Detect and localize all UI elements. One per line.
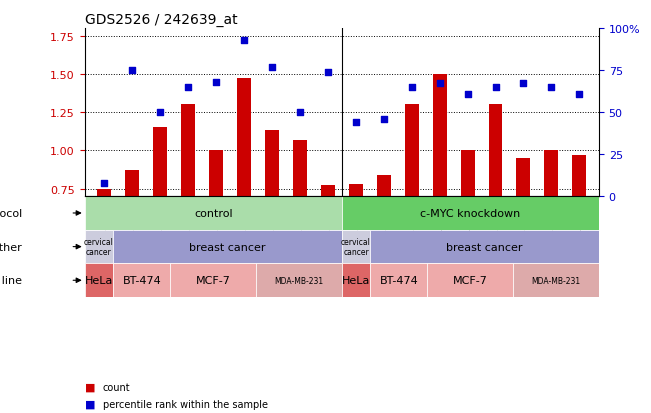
Text: ■: ■ (85, 382, 95, 392)
Text: percentile rank within the sample: percentile rank within the sample (103, 399, 268, 408)
Point (490, 84, 501, 91)
Bar (342, 230, 370, 264)
Bar (342, 197, 599, 230)
Text: c-MYC knockdown: c-MYC knockdown (421, 209, 520, 218)
Point (239, 37, 249, 44)
Bar (488, 105, 503, 197)
Bar (125, 171, 139, 197)
Bar (516, 159, 531, 197)
Text: count: count (103, 382, 130, 392)
Point (267, 64, 277, 71)
Point (127, 68, 137, 74)
Point (462, 91, 473, 97)
Text: cell line: cell line (0, 275, 21, 285)
Bar (460, 151, 475, 197)
Bar (237, 79, 251, 197)
Text: control: control (194, 209, 232, 218)
Text: MDA-MB-231: MDA-MB-231 (274, 276, 324, 285)
Bar (113, 264, 171, 297)
Text: breast cancer: breast cancer (447, 242, 523, 252)
Bar (153, 128, 167, 197)
Point (155, 109, 165, 116)
Bar (405, 105, 419, 197)
Bar (256, 264, 342, 297)
Bar (181, 105, 195, 197)
Text: other: other (0, 242, 21, 252)
Bar (85, 264, 113, 297)
Text: cervical
cancer: cervical cancer (341, 237, 371, 257)
Bar (428, 264, 513, 297)
Text: MCF-7: MCF-7 (453, 275, 488, 285)
Point (295, 109, 305, 116)
Bar (513, 264, 599, 297)
Bar (433, 75, 447, 197)
Text: HeLa: HeLa (85, 275, 113, 285)
Text: breast cancer: breast cancer (189, 242, 266, 252)
Bar (572, 156, 587, 197)
Point (518, 81, 529, 88)
Text: cervical
cancer: cervical cancer (84, 237, 114, 257)
Bar (370, 264, 428, 297)
Text: MCF-7: MCF-7 (196, 275, 230, 285)
Point (99, 180, 109, 187)
Bar (85, 230, 113, 264)
Bar (113, 230, 342, 264)
Text: BT-474: BT-474 (380, 275, 419, 285)
Bar (377, 176, 391, 197)
Bar (544, 151, 559, 197)
Bar (171, 264, 256, 297)
Text: HeLa: HeLa (342, 275, 370, 285)
Point (323, 69, 333, 76)
Point (350, 120, 361, 126)
Bar (321, 185, 335, 197)
Bar (342, 264, 370, 297)
Point (211, 79, 221, 86)
Text: BT-474: BT-474 (122, 275, 161, 285)
Bar (265, 131, 279, 197)
Text: GDS2526 / 242639_at: GDS2526 / 242639_at (85, 12, 237, 26)
Text: protocol: protocol (0, 209, 21, 218)
Text: MDA-MB-231: MDA-MB-231 (531, 276, 581, 285)
Bar (293, 140, 307, 197)
Point (183, 84, 193, 91)
Bar (85, 197, 342, 230)
Text: ■: ■ (85, 399, 95, 408)
Bar (97, 189, 111, 197)
Point (546, 84, 557, 91)
Point (434, 81, 445, 88)
Bar (370, 230, 599, 264)
Point (406, 84, 417, 91)
Point (378, 116, 389, 123)
Bar (209, 151, 223, 197)
Point (574, 91, 585, 97)
Bar (349, 185, 363, 197)
